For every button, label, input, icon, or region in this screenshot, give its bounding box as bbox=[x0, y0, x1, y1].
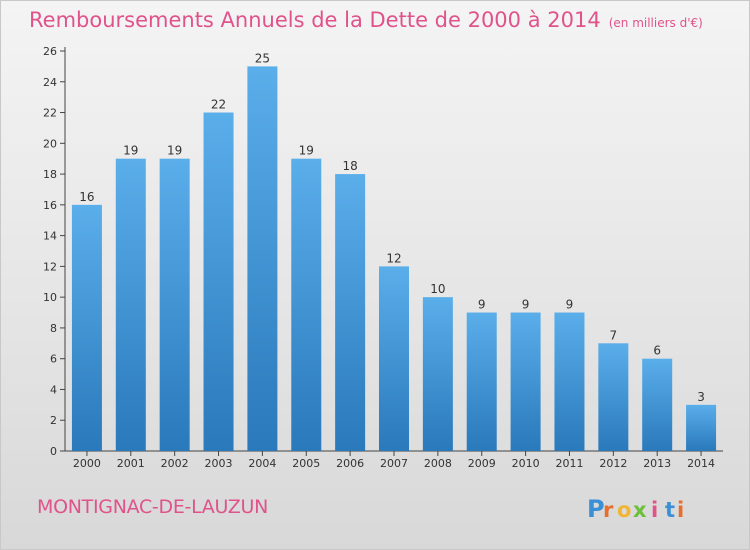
x-tick-label: 2010 bbox=[512, 457, 540, 470]
y-tick-label: 6 bbox=[50, 353, 57, 366]
bar bbox=[379, 266, 409, 451]
logo-letter: i bbox=[677, 498, 684, 522]
bar bbox=[686, 404, 717, 451]
x-tick-label: 2014 bbox=[687, 457, 715, 470]
data-label: 7 bbox=[610, 328, 618, 342]
bar bbox=[422, 297, 453, 451]
bar bbox=[335, 174, 366, 452]
logo-letter: r bbox=[603, 498, 614, 522]
logo-letter: t bbox=[665, 498, 675, 522]
title-unit: (en milliers d'€) bbox=[608, 16, 703, 30]
y-tick-label: 2 bbox=[50, 414, 57, 427]
x-tick-label: 2001 bbox=[117, 457, 145, 470]
data-label: 3 bbox=[697, 390, 705, 404]
data-label: 18 bbox=[342, 159, 357, 173]
y-tick-label: 4 bbox=[50, 383, 57, 396]
x-tick-label: 2003 bbox=[205, 457, 233, 470]
logo-letter: o bbox=[617, 498, 631, 522]
bar bbox=[291, 158, 322, 451]
logo-letter: i bbox=[651, 498, 658, 522]
bar bbox=[115, 158, 146, 451]
y-tick-label: 18 bbox=[43, 168, 57, 181]
x-tick-label: 2005 bbox=[292, 457, 320, 470]
y-tick-label: 14 bbox=[43, 230, 57, 243]
logo-letter: P bbox=[587, 495, 605, 523]
title-text: Remboursements Annuels de la Dette de 20… bbox=[29, 8, 601, 32]
bar bbox=[510, 312, 541, 451]
y-tick-label: 12 bbox=[43, 260, 57, 273]
bar bbox=[598, 343, 629, 451]
x-tick-label: 2004 bbox=[248, 457, 276, 470]
y-tick-label: 22 bbox=[43, 107, 57, 120]
data-label: 9 bbox=[478, 298, 486, 312]
logo-letter: x bbox=[633, 498, 647, 522]
data-label: 19 bbox=[299, 144, 314, 158]
y-tick-label: 10 bbox=[43, 291, 57, 304]
y-tick-label: 24 bbox=[43, 76, 57, 89]
x-tick-label: 2009 bbox=[468, 457, 496, 470]
x-tick-label: 2012 bbox=[599, 457, 627, 470]
data-label: 6 bbox=[653, 344, 661, 358]
bar bbox=[159, 158, 190, 451]
y-tick-label: 0 bbox=[50, 445, 57, 458]
data-label: 25 bbox=[255, 51, 270, 65]
y-tick-label: 20 bbox=[43, 137, 57, 150]
proxiti-logo: Pr o x i t i bbox=[587, 495, 684, 523]
x-tick-label: 2000 bbox=[73, 457, 101, 470]
data-label: 9 bbox=[566, 298, 574, 312]
bar bbox=[642, 358, 673, 451]
data-label: 19 bbox=[123, 144, 138, 158]
bar bbox=[247, 66, 278, 451]
chart-title: Remboursements Annuels de la Dette de 20… bbox=[29, 8, 703, 32]
commune-name: MONTIGNAC-DE-LAUZUN bbox=[37, 496, 269, 518]
y-tick-label: 16 bbox=[43, 199, 57, 212]
data-label: 19 bbox=[167, 144, 182, 158]
x-tick-label: 2008 bbox=[424, 457, 452, 470]
bar bbox=[466, 312, 497, 451]
x-tick-label: 2011 bbox=[555, 457, 583, 470]
data-label: 10 bbox=[430, 282, 445, 296]
x-tick-label: 2007 bbox=[380, 457, 408, 470]
bar bbox=[554, 312, 585, 451]
x-tick-label: 2002 bbox=[161, 457, 189, 470]
data-label: 22 bbox=[211, 98, 226, 112]
x-tick-label: 2006 bbox=[336, 457, 364, 470]
data-label: 12 bbox=[386, 251, 401, 265]
x-tick-label: 2013 bbox=[643, 457, 671, 470]
bar bbox=[71, 204, 102, 451]
data-label: 16 bbox=[79, 190, 94, 204]
y-tick-label: 26 bbox=[43, 45, 57, 58]
bar bbox=[203, 112, 234, 452]
data-label: 9 bbox=[522, 298, 530, 312]
y-tick-label: 8 bbox=[50, 322, 57, 335]
